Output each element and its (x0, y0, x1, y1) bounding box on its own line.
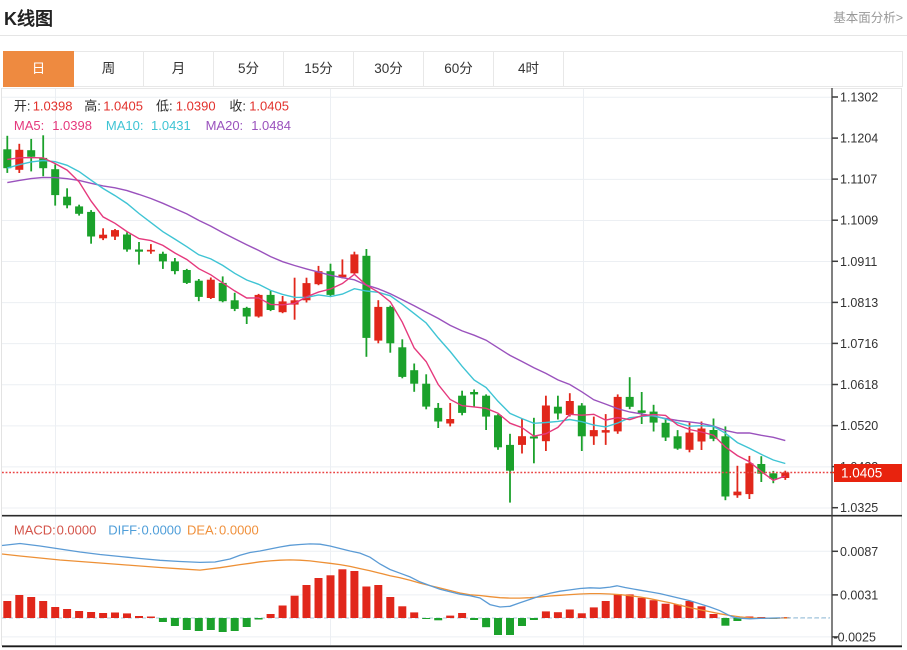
svg-text:1.0405: 1.0405 (249, 99, 289, 114)
svg-text:1.0398: 1.0398 (33, 99, 73, 114)
svg-text:0.0000: 0.0000 (219, 523, 259, 538)
svg-text:MACD:: MACD: (14, 523, 56, 538)
svg-text:低:: 低: (156, 99, 173, 114)
svg-text:DEA:: DEA: (187, 523, 217, 538)
svg-text:1.1107: 1.1107 (840, 173, 877, 187)
svg-text:1.1204: 1.1204 (840, 132, 878, 146)
svg-text:1.1302: 1.1302 (840, 91, 878, 105)
svg-text:1.0405: 1.0405 (841, 466, 882, 481)
svg-text:1.0405: 1.0405 (103, 99, 143, 114)
svg-text:MA10:: MA10: (106, 118, 144, 133)
svg-text:DIFF:: DIFF: (108, 523, 141, 538)
svg-text:0.0000: 0.0000 (142, 523, 182, 538)
svg-text:MA5:: MA5: (14, 118, 44, 133)
svg-text:1.1009: 1.1009 (840, 214, 878, 228)
svg-text:1.0813: 1.0813 (840, 296, 878, 310)
svg-text:1.0484: 1.0484 (251, 118, 291, 133)
svg-text:MA20:: MA20: (206, 118, 244, 133)
svg-text:高:: 高: (84, 99, 101, 114)
svg-text:1.0431: 1.0431 (151, 118, 191, 133)
svg-text:1.0325: 1.0325 (840, 501, 878, 515)
svg-text:1.0716: 1.0716 (840, 337, 878, 351)
svg-text:1.0398: 1.0398 (52, 118, 92, 133)
svg-text:0.0031: 0.0031 (840, 588, 878, 602)
svg-text:开:: 开: (14, 99, 31, 114)
svg-text:收:: 收: (229, 99, 246, 114)
svg-text:1.0911: 1.0911 (840, 255, 877, 269)
svg-text:0.0087: 0.0087 (840, 545, 878, 559)
svg-text:1.0390: 1.0390 (176, 99, 216, 114)
svg-text:-0.0025: -0.0025 (834, 630, 876, 644)
svg-text:1.0618: 1.0618 (840, 378, 878, 392)
svg-text:1.0520: 1.0520 (840, 419, 878, 433)
svg-text:0.0000: 0.0000 (57, 523, 97, 538)
